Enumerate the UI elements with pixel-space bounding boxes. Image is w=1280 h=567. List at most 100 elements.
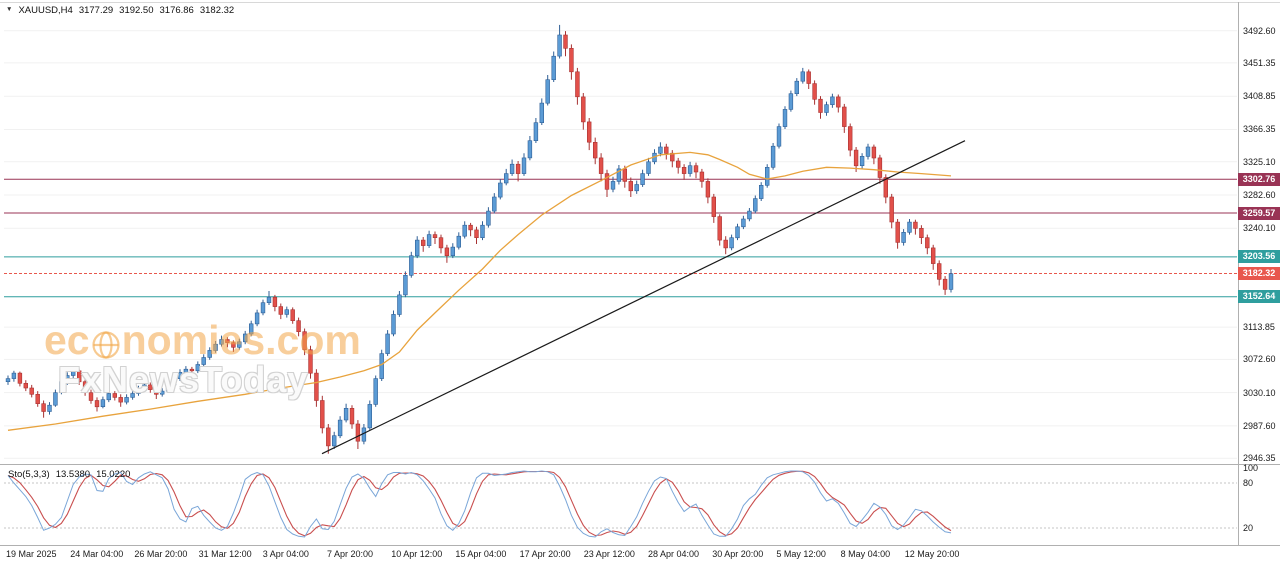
price-axis-label: 3325.10 (1243, 156, 1276, 167)
candle-body (753, 198, 758, 212)
time-axis-label: 31 Mar 12:00 (198, 549, 252, 559)
candle-body (758, 185, 764, 199)
candle-body (575, 71, 580, 98)
candle-body (136, 388, 141, 394)
candle-body (367, 404, 372, 429)
candle-body (557, 34, 562, 57)
candle-body (877, 157, 883, 178)
candle-body (385, 333, 390, 354)
candle-body (266, 296, 272, 304)
price-axis-label: 2946.35 (1243, 453, 1276, 464)
candle-body (391, 314, 396, 335)
candle-body (165, 384, 171, 392)
candle-body (373, 378, 378, 405)
price-badge: 3152.64 (1238, 290, 1280, 304)
sto-signal-line (7, 470, 952, 537)
candle-body (195, 364, 200, 372)
time-axis-label: 30 Apr 20:00 (712, 549, 764, 559)
candle-body (284, 309, 289, 315)
candle-body (213, 343, 218, 351)
indicator-axis: 100 80 20 (1243, 0, 1280, 567)
candle-body (403, 274, 408, 296)
candle-body (907, 221, 912, 233)
candle-body (397, 294, 402, 315)
candle-body (326, 427, 331, 447)
candle-body (634, 184, 639, 192)
ohlc-high: 3192.50 (119, 5, 154, 16)
candle-body (343, 407, 349, 421)
candle-body (231, 342, 236, 348)
candle-body (865, 146, 871, 157)
watermark: ec nomies.com FxNewsToday (44, 320, 361, 401)
candle-body (604, 173, 610, 190)
candle-body (788, 93, 794, 110)
candle-body (610, 181, 616, 190)
moving-average-line[interactable] (7, 151, 952, 431)
candle-body (320, 400, 325, 429)
candle-body (646, 161, 651, 174)
candle-body (308, 349, 313, 374)
candle-body (658, 146, 663, 154)
candle-body (65, 375, 70, 383)
time-axis-label: 5 May 12:00 (776, 549, 826, 559)
ohlc-close: 3182.32 (199, 5, 235, 16)
candle-body (747, 210, 752, 220)
candle-body (859, 156, 865, 167)
price-axis-label: 3366.35 (1243, 124, 1276, 135)
candle-body (930, 247, 936, 264)
globe-icon (91, 326, 121, 359)
ohlc-low: 3176.86 (159, 5, 194, 16)
candle-body (675, 160, 681, 168)
watermark-subtitle: FxNewsToday (58, 359, 309, 400)
candle-body (219, 339, 224, 345)
candle-body (41, 403, 46, 412)
price-axis-label: 3113.85 (1243, 322, 1275, 333)
candle-body (94, 400, 100, 408)
candle-body (82, 381, 88, 394)
candle-body (735, 226, 740, 239)
candle-body (17, 372, 23, 384)
candle-body (5, 378, 11, 383)
candle-body (871, 146, 877, 159)
price-axis-label: 2987.60 (1243, 420, 1276, 431)
candle-body (272, 296, 278, 307)
candle-body (88, 392, 94, 401)
time-axis-label: 17 Apr 20:00 (519, 549, 571, 559)
candle-body (729, 237, 734, 249)
time-axis-label: 7 Apr 20:00 (327, 549, 374, 559)
candle-body (699, 171, 705, 182)
candle-body (770, 145, 776, 168)
symbol-dropdown-icon[interactable]: ▼ (6, 6, 13, 14)
price-axis-label: 3072.60 (1243, 354, 1276, 365)
candle-body (681, 167, 687, 174)
candle-body (249, 323, 254, 335)
candle-body (936, 263, 942, 280)
indicator-name: Sto(5,3,3) (8, 469, 50, 480)
candle-body (717, 216, 722, 241)
time-axis-label: 23 Apr 12:00 (583, 549, 635, 559)
candle-body (800, 71, 806, 82)
time-axis: 19 Mar 2025 24 Mar 04:00 26 Mar 20:00 31 Ma… (0, 549, 1280, 565)
candle-body (444, 247, 450, 256)
candle-body (569, 47, 574, 73)
candle-body (664, 146, 669, 154)
time-axis-label: 10 Apr 12:00 (391, 549, 443, 559)
indicator-label: Sto(5,3,3) 13.5380 15.0220 (8, 469, 130, 480)
candle-body (539, 102, 545, 123)
candle-body (693, 165, 699, 173)
candle-body (723, 239, 728, 249)
candle-body (71, 370, 76, 376)
candle-body (913, 221, 918, 229)
candle-body (527, 140, 533, 159)
candle-body (480, 224, 485, 238)
symbol-title: XAUUSD,H4 (18, 5, 73, 16)
candle-body (847, 126, 853, 151)
watermark-brand-prefix: ec (44, 317, 90, 363)
candle-body (711, 196, 717, 217)
indicator-d-value: 15.0220 (96, 469, 131, 480)
trendline[interactable] (321, 140, 966, 455)
price-axis-label: 3240.10 (1243, 223, 1276, 234)
candle-body (824, 104, 829, 113)
